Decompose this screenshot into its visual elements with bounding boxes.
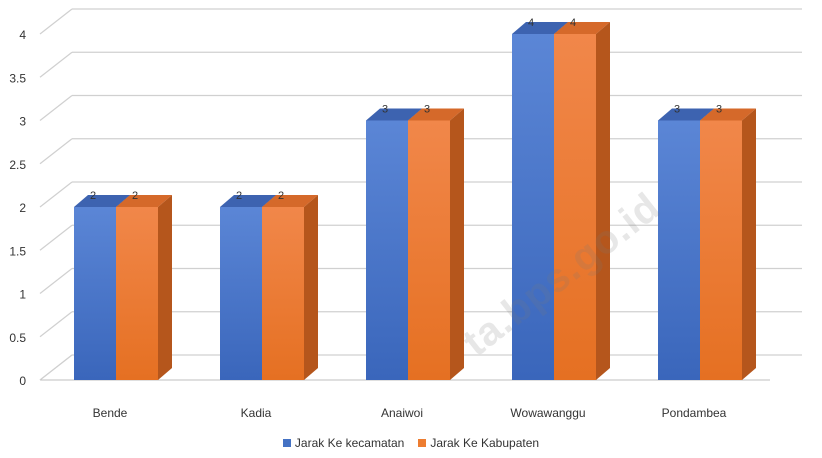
bar-top bbox=[116, 195, 172, 207]
legend-label-2: Jarak Ke Kabupaten bbox=[430, 436, 540, 450]
bar-front bbox=[366, 120, 408, 380]
y-tick-label: 3 bbox=[19, 115, 26, 129]
data-label: 2 bbox=[90, 190, 96, 202]
bar-top bbox=[366, 108, 422, 121]
bars: 2 2 2 2 3 3 4 4 3 3 bbox=[74, 17, 756, 380]
gridline-diagonal bbox=[39, 95, 73, 121]
data-label: 2 bbox=[132, 190, 138, 202]
bar-front bbox=[512, 34, 554, 380]
x-tick-label: Anaiwoi bbox=[381, 406, 423, 420]
bar-top bbox=[512, 22, 568, 34]
data-label: 3 bbox=[716, 104, 722, 116]
gridline-diagonal bbox=[39, 224, 73, 251]
data-label: 2 bbox=[278, 190, 284, 202]
legend-label-1: Jarak Ke kecamatan bbox=[294, 436, 405, 450]
data-label: 3 bbox=[424, 104, 430, 116]
gridline-diagonal bbox=[39, 268, 73, 294]
y-tick-label: 2 bbox=[19, 201, 26, 215]
legend: Jarak Ke kecamatan Jarak Ke Kabupaten bbox=[0, 436, 822, 450]
data-label: 3 bbox=[382, 104, 388, 116]
bar-top bbox=[658, 108, 714, 121]
legend-swatch-blue bbox=[282, 439, 291, 447]
data-label: 4 bbox=[528, 17, 534, 29]
bar-front bbox=[116, 207, 158, 380]
y-tick-label: 2.5 bbox=[9, 158, 26, 172]
y-axis: 0 0.5 1 1.5 2 2.5 3 3.5 4 bbox=[9, 28, 26, 388]
x-tick-label: Wowawanggu bbox=[510, 406, 585, 420]
bar-side bbox=[596, 22, 610, 380]
data-label: 3 bbox=[674, 104, 680, 116]
y-tick-label: 3.5 bbox=[9, 71, 26, 85]
gridline-diagonal bbox=[39, 354, 73, 381]
bar-front bbox=[658, 120, 700, 380]
bar-front bbox=[700, 120, 742, 380]
x-tick-label: Kadia bbox=[241, 406, 272, 420]
y-tick-label: 1.5 bbox=[9, 244, 26, 258]
bar-top bbox=[408, 108, 464, 121]
gridline-diagonal bbox=[39, 138, 73, 165]
bar-side bbox=[742, 108, 756, 380]
gridline-diagonal bbox=[39, 8, 73, 35]
x-axis: Bende Kadia Anaiwoi Wowawanggu Pondambea bbox=[93, 406, 727, 420]
x-tick-label: Bende bbox=[93, 406, 128, 420]
y-tick-label: 0 bbox=[19, 374, 26, 388]
bar-side bbox=[158, 195, 172, 380]
bar-front bbox=[220, 207, 262, 380]
bar-side bbox=[450, 108, 464, 380]
gridline-diagonal bbox=[39, 51, 73, 78]
legend-item-series-2: Jarak Ke Kabupaten bbox=[418, 436, 539, 450]
y-tick-label: 1 bbox=[19, 288, 26, 302]
bar-top bbox=[74, 195, 130, 207]
bar-top bbox=[220, 195, 276, 207]
bar-front bbox=[554, 34, 596, 380]
x-tick-label: Pondambea bbox=[662, 406, 727, 420]
bar-top bbox=[700, 108, 756, 121]
bar-top bbox=[262, 195, 318, 207]
y-tick-label: 0.5 bbox=[9, 331, 26, 345]
legend-swatch-orange bbox=[418, 439, 427, 447]
data-label: 4 bbox=[570, 17, 576, 29]
gridline-diagonal bbox=[39, 311, 73, 338]
data-label: 2 bbox=[236, 190, 242, 202]
legend-item-series-1: Jarak Ke kecamatan bbox=[282, 436, 405, 450]
bar-side bbox=[304, 195, 318, 380]
y-tick-label: 4 bbox=[19, 28, 26, 42]
bar-top bbox=[554, 22, 610, 34]
bar-front bbox=[262, 207, 304, 380]
gridline-diagonal bbox=[39, 181, 73, 208]
bar-front bbox=[74, 207, 116, 380]
bar-front bbox=[408, 120, 450, 380]
